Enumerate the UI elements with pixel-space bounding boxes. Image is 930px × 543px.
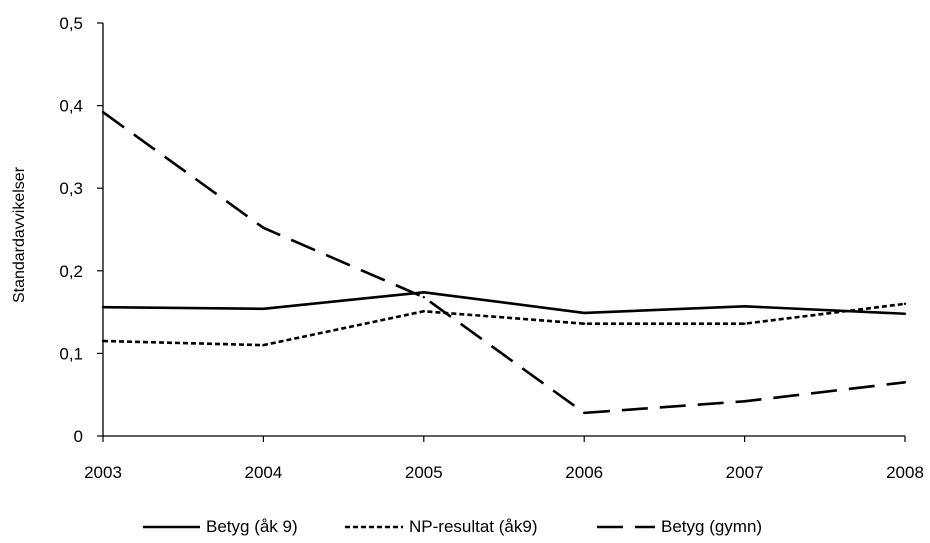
x-tick-label: 2007 <box>726 463 764 482</box>
data-point <box>903 302 907 306</box>
legend-item-1: NP-resultat (åk9) <box>345 517 537 536</box>
legend-label: Betyg (gymn) <box>661 517 762 536</box>
y-tick-label: 0,5 <box>59 14 83 33</box>
data-point <box>262 343 265 347</box>
axes <box>97 22 906 442</box>
data-point <box>743 322 746 325</box>
y-tick-labels: 0 0,1 0,2 0,3 0,4 0,5 <box>59 14 83 446</box>
data-point <box>743 400 746 403</box>
series-lines <box>101 111 907 415</box>
legend-item-2: Betyg (gymn) <box>597 517 762 536</box>
y-axis-label: Standardavvikelser <box>11 166 28 303</box>
x-tick-label: 2005 <box>405 463 443 482</box>
data-point <box>422 291 425 294</box>
data-point <box>101 111 105 114</box>
legend-label: NP-resultat (åk9) <box>409 517 537 536</box>
y-tick-label: 0,2 <box>59 262 83 281</box>
series-line-1 <box>102 302 906 347</box>
data-point <box>262 226 265 230</box>
data-point <box>903 312 907 315</box>
series-line-2 <box>102 111 906 415</box>
data-point <box>743 305 746 308</box>
data-point <box>101 339 105 343</box>
legend-label: Betyg (åk 9) <box>206 517 298 536</box>
y-tick-label: 0,4 <box>59 97 83 116</box>
data-point <box>422 296 425 299</box>
y-tick-label: 0 <box>74 427 83 446</box>
legend: Betyg (åk 9) NP-resultat (åk9) Betyg (gymn… <box>143 517 762 536</box>
series-line-0 <box>102 290 906 316</box>
x-tick-label: 2004 <box>244 463 282 482</box>
data-point <box>583 311 586 315</box>
x-tick-label: 2006 <box>565 463 603 482</box>
data-point <box>101 305 105 309</box>
legend-item-0: Betyg (åk 9) <box>143 517 298 536</box>
x-tick-labels: 2003 2004 2005 2006 2007 2008 <box>84 463 924 482</box>
data-point <box>422 310 425 313</box>
x-tick-label: 2003 <box>84 463 122 482</box>
x-tick-label: 2008 <box>886 463 924 482</box>
data-point <box>262 307 265 310</box>
y-tick-label: 0,3 <box>59 179 83 198</box>
data-point <box>583 411 586 415</box>
data-point <box>583 322 586 325</box>
data-point <box>903 381 907 384</box>
y-tick-label: 0,1 <box>59 344 83 363</box>
